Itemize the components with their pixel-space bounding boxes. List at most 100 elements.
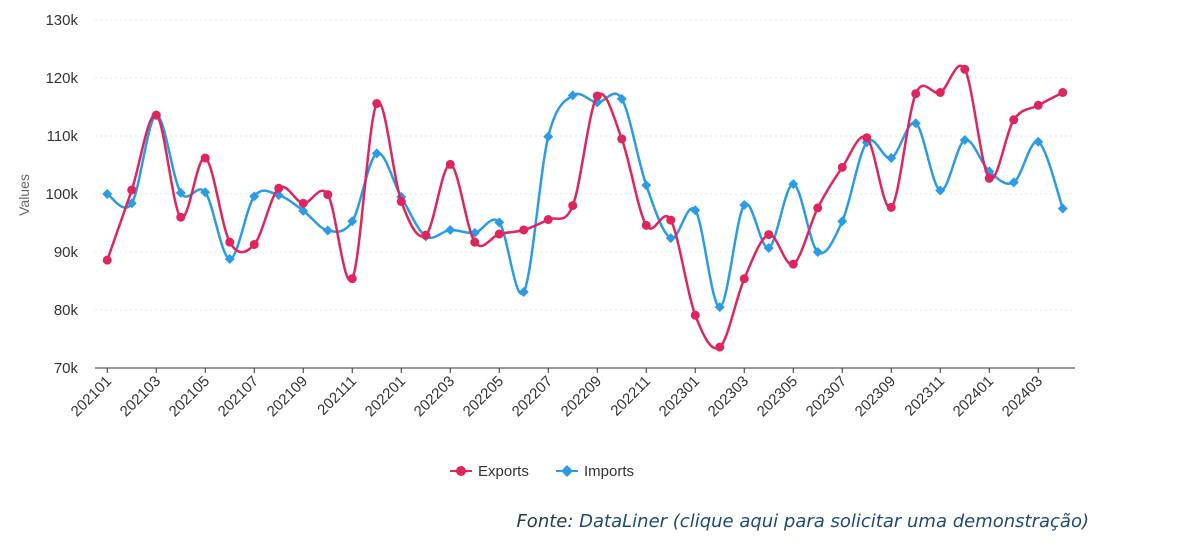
data-point-imports — [959, 135, 970, 146]
data-point-exports — [935, 88, 945, 97]
series-line-imports — [106, 92, 1064, 309]
x-tick-label: 202303 — [705, 373, 752, 420]
data-point-exports — [470, 237, 480, 247]
data-point-imports — [1008, 177, 1019, 188]
legend-label-imports[interactable]: Imports — [584, 463, 634, 480]
data-point-exports — [127, 185, 137, 195]
data-point-imports — [641, 180, 652, 191]
y-tick-label: 110k — [47, 128, 79, 145]
x-tick-label: 202207 — [509, 373, 556, 420]
x-tick-label: 202203 — [411, 373, 458, 420]
x-tick-label: 202103 — [117, 373, 164, 420]
y-tick-label: 90k — [54, 244, 79, 261]
data-point-exports — [984, 173, 994, 183]
data-point-exports — [1058, 88, 1068, 97]
legend-imports-marker — [561, 465, 573, 477]
data-point-imports — [322, 225, 333, 236]
data-point-exports — [102, 255, 112, 265]
data-point-imports — [543, 131, 554, 142]
data-point-exports — [641, 220, 651, 230]
data-point-exports — [151, 110, 161, 120]
data-point-exports — [494, 229, 504, 239]
data-point-imports — [175, 187, 186, 198]
data-point-imports — [494, 217, 505, 228]
source-prefix: Fonte: — [516, 511, 580, 532]
legend-item-exports[interactable]: Exports — [450, 463, 529, 480]
source-link[interactable]: DataLiner (clique aqui para solicitar um… — [579, 511, 1089, 532]
data-point-exports — [788, 259, 798, 269]
x-tick-label: 202301 — [656, 373, 703, 420]
data-point-exports — [690, 310, 700, 320]
data-point-exports — [347, 274, 357, 284]
data-point-exports — [862, 133, 872, 143]
y-tick-label: 70k — [54, 360, 79, 377]
x-tick-label: 202401 — [950, 373, 997, 420]
data-point-imports — [200, 187, 211, 198]
data-point-imports — [102, 189, 113, 199]
data-point-imports — [837, 216, 848, 227]
y-tick-label: 80k — [54, 302, 79, 319]
data-point-imports — [910, 118, 921, 129]
y-tick-label: 100k — [45, 186, 78, 203]
data-point-imports — [249, 191, 260, 202]
legend-item-imports[interactable]: Imports — [556, 463, 634, 480]
x-tick-label: 202403 — [999, 373, 1046, 420]
x-tick-label: 202101 — [68, 373, 115, 420]
data-point-imports — [763, 242, 774, 253]
data-point-imports — [1033, 136, 1044, 147]
x-axis: 202101 202103 202105 202107 202109 202111 2022… — [68, 367, 1075, 420]
data-point-exports — [886, 202, 896, 212]
data-point-exports — [837, 162, 847, 172]
data-point-exports — [298, 198, 308, 208]
data-point-exports — [249, 239, 259, 249]
data-point-imports — [616, 93, 627, 104]
x-tick-label: 202311 — [901, 373, 948, 420]
series-imports — [102, 90, 1068, 313]
source-credit: Fonte: DataLiner (clique aqui para solic… — [516, 511, 1089, 532]
data-point-exports — [764, 230, 774, 240]
data-point-exports — [543, 215, 553, 225]
data-point-exports — [176, 212, 186, 222]
data-point-exports — [666, 215, 676, 225]
data-point-exports — [225, 237, 235, 247]
data-point-imports — [665, 233, 676, 244]
x-tick-label: 202201 — [362, 373, 409, 420]
y-tick-label: 120k — [45, 70, 78, 87]
x-tick-label: 202111 — [314, 373, 360, 419]
x-tick-label: 202105 — [166, 373, 213, 420]
data-point-exports — [200, 153, 210, 163]
x-tick-label: 202309 — [852, 373, 899, 420]
x-tick-label: 202205 — [460, 373, 507, 420]
data-point-exports — [592, 91, 602, 101]
data-point-imports — [298, 205, 309, 216]
data-point-imports — [371, 148, 382, 159]
y-axis-title: Values — [16, 174, 32, 216]
x-tick-label: 202305 — [754, 373, 801, 420]
data-point-imports — [690, 205, 701, 216]
x-tick-label: 202209 — [558, 373, 605, 420]
data-point-exports — [519, 225, 529, 235]
data-point-exports — [715, 342, 725, 352]
legend-exports-marker — [456, 466, 466, 476]
x-tick-label: 202107 — [215, 373, 262, 420]
data-point-imports — [518, 287, 529, 298]
data-point-exports — [445, 159, 455, 169]
legend-label-exports[interactable]: Exports — [478, 463, 529, 480]
data-point-imports — [714, 302, 725, 313]
data-point-imports — [445, 224, 456, 235]
data-point-imports — [1057, 203, 1068, 214]
x-tick-label: 202211 — [607, 373, 654, 420]
data-point-imports — [739, 200, 750, 211]
data-point-exports — [911, 89, 921, 99]
y-axis: 70k 80k 90k 100k 110k 120k 130k — [45, 12, 78, 377]
data-point-exports — [274, 183, 284, 193]
series-group — [102, 64, 1068, 352]
y-tick-label: 130k — [45, 12, 78, 29]
series-exports — [102, 64, 1068, 352]
data-point-imports — [886, 153, 897, 164]
data-point-imports — [812, 247, 823, 257]
data-point-exports — [960, 64, 970, 74]
data-point-exports — [1009, 115, 1019, 125]
data-point-imports — [224, 253, 235, 264]
